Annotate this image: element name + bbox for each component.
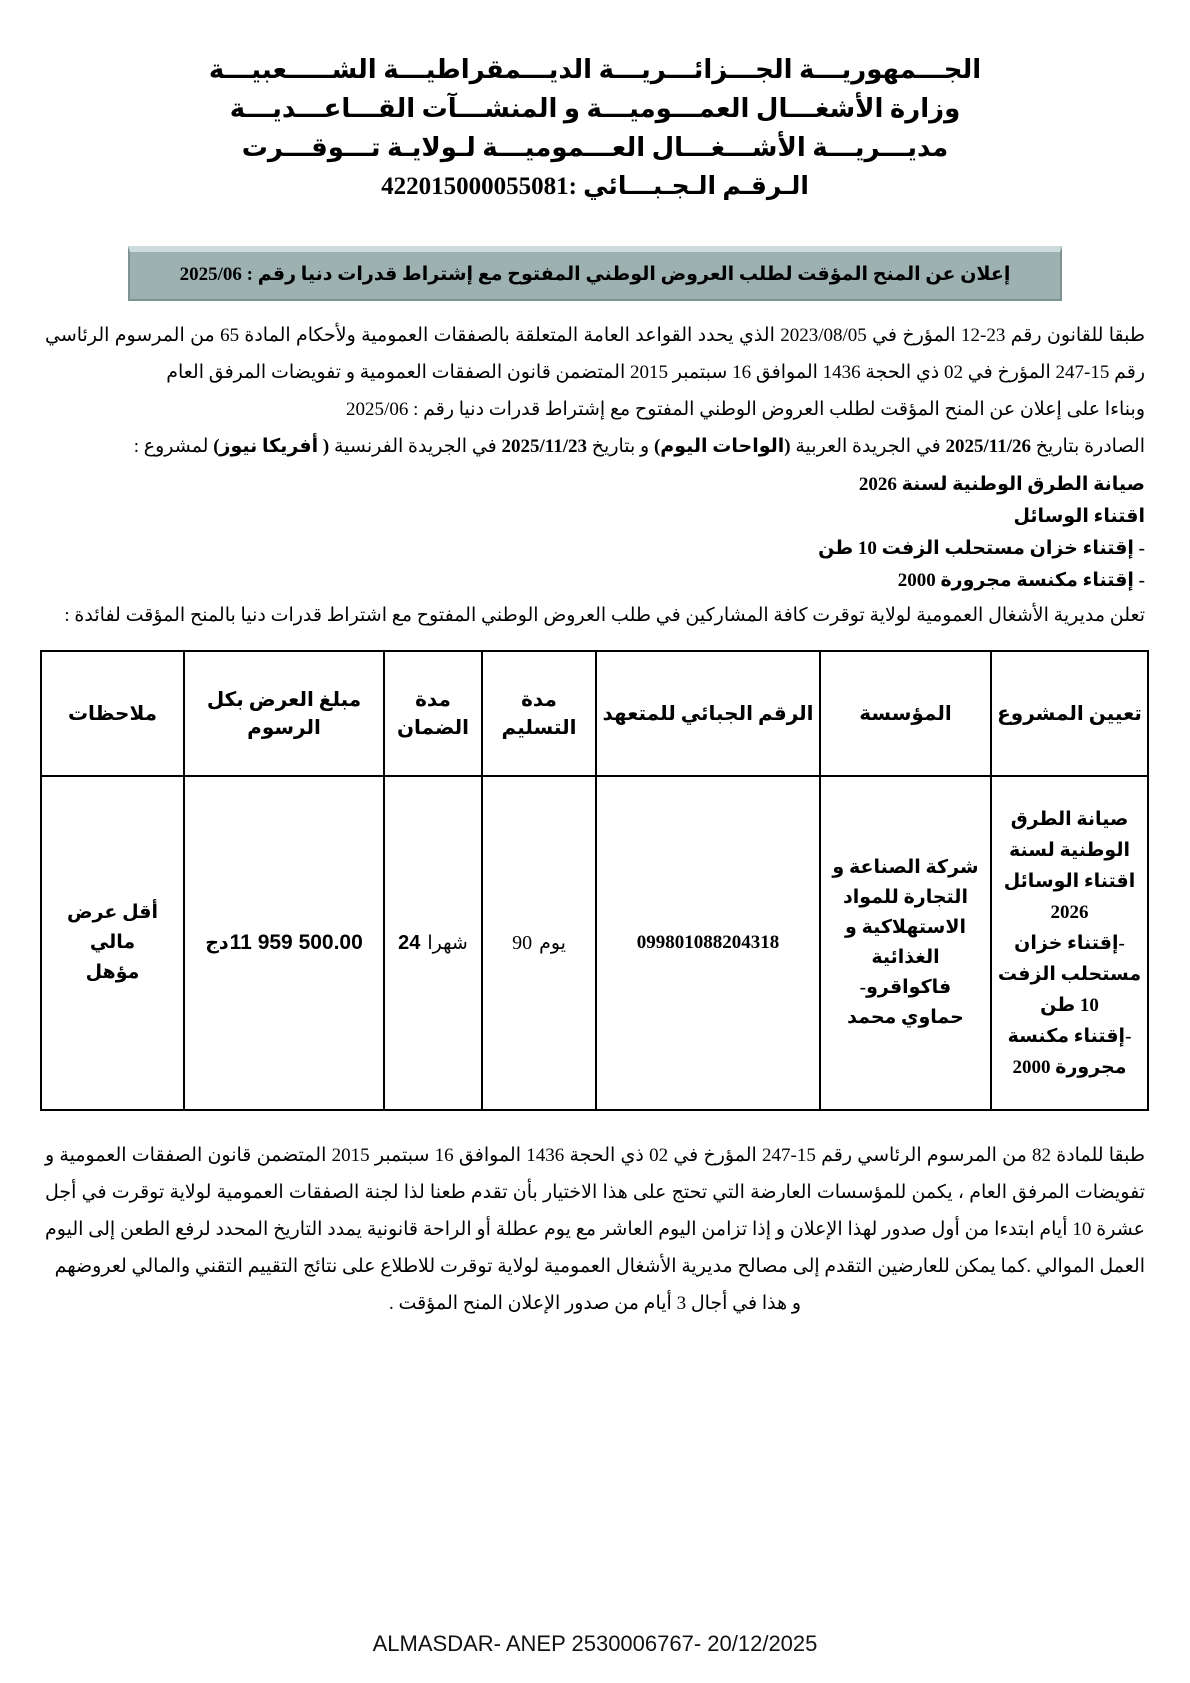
publication-text-4: في الجريدة الفرنسية <box>329 436 502 457</box>
document-header: الجـــمهوريـــة الجـــزائـــريـــة الديـ… <box>0 0 1190 206</box>
cell-company-name: شركة الصناعة و التجارة للمواد الاستهلاكي… <box>819 775 992 1111</box>
appeal-procedure-paragraph: طبقا للمادة 82 من المرسوم الرئاسي رقم 15… <box>45 1145 1146 1277</box>
publication-text-5: لمشروع : <box>133 436 214 457</box>
publication-text-1: الصادرة بتاريخ <box>1031 436 1145 457</box>
col-header-tax-id: الرقم الجبائي للمتعهد <box>595 650 821 777</box>
col-header-warranty: مدة الضمان <box>383 650 483 777</box>
warranty-period-value: 24 شهرا <box>389 932 477 955</box>
col-header-project: تعيين المشروع <box>990 650 1149 777</box>
cell-warranty-period: 24 شهرا <box>383 775 483 1111</box>
header-ministry-line: وزارة الأشغـــال العمـــوميـــة و المنشـ… <box>229 94 961 123</box>
delivery-period-value: 90 يوم <box>487 932 591 955</box>
project-subtitle-line: اقتناء الوسائل <box>1013 506 1145 527</box>
based-on-announcement-line: وبناءا على إعلان عن المنح المؤقت لطلب ال… <box>346 399 1145 420</box>
announce-line: تعلن مديرية الأشغال العمومية لولاية توقر… <box>64 605 1145 626</box>
col-header-delivery: مدة التسليم <box>481 650 597 777</box>
cell-tax-id: 099801088204318 <box>595 775 821 1111</box>
publication-date-arabic: 2025/11/26 <box>945 436 1032 457</box>
french-newspaper-name: ( أفريكا نيوز) <box>213 436 330 457</box>
offer-amount-value: دج 11 959 500.00 <box>189 931 379 955</box>
project-title-line: صيانة الطرق الوطنية لسنة 2026 <box>858 474 1145 495</box>
anep-footer: ALMASDAR- ANEP 2530006767- 20/12/2025 <box>372 1631 818 1656</box>
header-tax-number-line: الـرقـم الـجـبـــائي :422015000055081 <box>381 173 809 200</box>
cell-project-designation: صيانة الطرق الوطنية لسنة اقتناء الوسائل … <box>990 775 1149 1111</box>
arabic-newspaper-name: (الواحات اليوم) <box>653 436 791 457</box>
cell-delivery-period: 90 يوم <box>481 775 597 1111</box>
project-item-1: - إقتناء خزان مستحلب الزفت 10 طن <box>818 538 1145 559</box>
warranty-unit: شهرا <box>427 932 468 954</box>
announcement-title-banner: إعلان عن المنح المؤقت لطلب العروض الوطني… <box>128 246 1062 301</box>
cell-notes: أقل عرض مالي مؤهل <box>40 775 185 1111</box>
cell-offer-amount: دج 11 959 500.00 <box>183 775 385 1111</box>
table-header-row: تعيين المشروع المؤسسة الرقم الجبائي للمت… <box>40 650 1149 777</box>
col-header-company: المؤسسة <box>819 650 992 777</box>
col-header-amount: مبلغ العرض بكل الرسوم <box>183 650 385 777</box>
publication-text-3: و بتاريخ <box>587 436 654 457</box>
delivery-unit: يوم <box>539 932 566 954</box>
warranty-number: 24 <box>398 931 421 954</box>
closing-section: طبقا للمادة 82 من المرسوم الرئاسي رقم 15… <box>45 1137 1145 1322</box>
legal-basis-paragraph: طبقا للقانون رقم 23-12 المؤرخ في 2023/08… <box>45 325 1145 383</box>
currency-symbol: دج <box>205 933 229 954</box>
project-item-2: - إقتناء مكنسة مجرورة 2000 <box>897 570 1145 591</box>
publication-line: الصادرة بتاريخ 2025/11/26 في الجريدة الع… <box>45 428 1145 465</box>
col-header-notes: ملاحظات <box>40 650 185 777</box>
publication-text-2: في الجريدة العربية <box>790 436 946 457</box>
publication-date-french: 2025/11/23 <box>501 436 588 457</box>
header-directorate-line: مديـــريـــة الأشـــغـــال العـــموميـــ… <box>241 133 949 162</box>
amount-number: 11 959 500.00 <box>229 931 363 954</box>
header-republic-line: الجـــمهوريـــة الجـــزائـــريـــة الديـ… <box>208 55 982 84</box>
table-row: صيانة الطرق الوطنية لسنة اقتناء الوسائل … <box>40 775 1149 1111</box>
delivery-number: 90 <box>512 931 533 954</box>
appeal-deadline-line: و هذا في أجال 3 أيام من صدور الإعلان الم… <box>388 1293 802 1314</box>
intro-section: طبقا للقانون رقم 23-12 المؤرخ في 2023/08… <box>45 317 1145 634</box>
award-results-table: تعيين المشروع المؤسسة الرقم الجبائي للمت… <box>40 650 1149 1111</box>
